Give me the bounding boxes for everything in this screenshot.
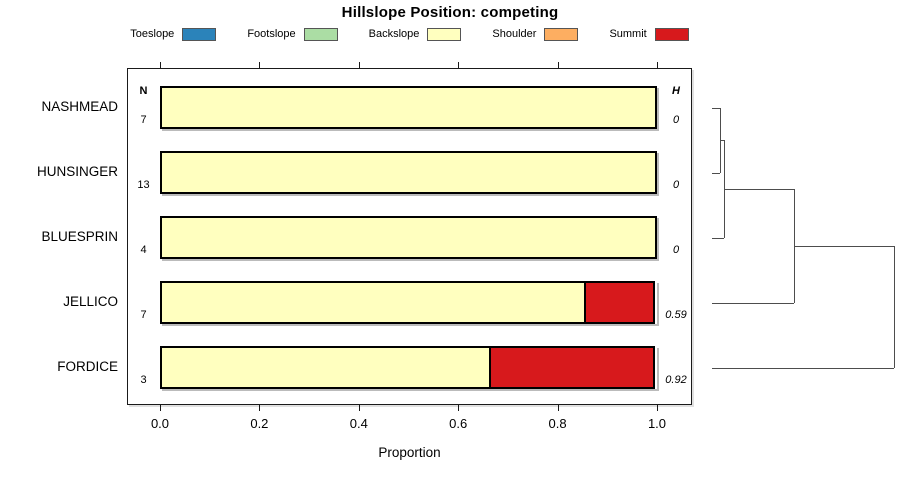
dendrogram-line bbox=[793, 245, 894, 247]
x-tick-top bbox=[557, 62, 559, 68]
x-axis-title: Proportion bbox=[378, 445, 441, 460]
x-tick-label: 0.8 bbox=[548, 416, 567, 431]
dendrogram-line bbox=[712, 302, 794, 304]
x-tick-label: 0.4 bbox=[349, 416, 368, 431]
x-tick-top bbox=[358, 62, 360, 68]
x-tick-label: 0.2 bbox=[250, 416, 269, 431]
dendrogram-line bbox=[723, 140, 725, 238]
x-tick-top bbox=[458, 62, 460, 68]
x-tick-bottom bbox=[657, 405, 658, 411]
row-label-jellico: JELLICO bbox=[63, 294, 118, 309]
legend-item-toeslope: Toeslope bbox=[130, 27, 217, 41]
backslope-swatch-icon bbox=[427, 27, 462, 41]
h-value: 0 bbox=[672, 114, 680, 126]
bar-segment-summit bbox=[583, 281, 655, 324]
shoulder-swatch-icon bbox=[544, 27, 579, 41]
bar-segment-backslope bbox=[160, 281, 586, 324]
dendrogram-line bbox=[712, 237, 724, 239]
bar-segment-backslope bbox=[160, 346, 492, 389]
dendrogram-line bbox=[723, 188, 794, 190]
dendrogram-line bbox=[712, 107, 720, 109]
footslope-swatch-icon bbox=[303, 27, 338, 41]
h-value: 0.92 bbox=[665, 374, 687, 386]
x-tick-top bbox=[657, 62, 658, 68]
bar-segment-summit bbox=[489, 346, 655, 389]
x-tick-top bbox=[259, 62, 261, 68]
legend-item-backslope: Backslope bbox=[368, 27, 462, 41]
bar-fordice bbox=[160, 346, 657, 389]
legend-label-shoulder: Shoulder bbox=[492, 28, 537, 40]
n-value: 7 bbox=[140, 114, 147, 126]
row-label-fordice: FORDICE bbox=[57, 359, 118, 374]
x-tick-bottom bbox=[358, 405, 360, 411]
bar-segment-backslope bbox=[160, 86, 657, 129]
legend-item-summit: Summit bbox=[609, 27, 689, 41]
n-value: 13 bbox=[137, 179, 150, 191]
x-tick-bottom bbox=[458, 405, 460, 411]
dendrogram-line bbox=[712, 172, 720, 174]
n-column-header: N bbox=[139, 85, 148, 97]
summit-swatch-icon bbox=[654, 27, 689, 41]
dendrogram-line bbox=[793, 188, 795, 303]
x-tick-label: 1.0 bbox=[647, 416, 667, 431]
x-tick-label: 0.6 bbox=[449, 416, 468, 431]
row-label-hunsinger: HUNSINGER bbox=[36, 164, 118, 179]
toeslope-swatch-icon bbox=[182, 27, 217, 41]
h-value: 0.59 bbox=[665, 309, 687, 321]
x-tick-label: 0.0 bbox=[150, 416, 170, 431]
n-value: 4 bbox=[140, 244, 147, 256]
legend-label-toeslope: Toeslope bbox=[130, 28, 175, 40]
bar-hunsinger bbox=[160, 151, 657, 194]
x-tick-top bbox=[160, 62, 161, 68]
legend-label-backslope: Backslope bbox=[368, 28, 420, 40]
legend-item-footslope: Footslope bbox=[247, 27, 338, 41]
h-value: 0 bbox=[672, 179, 680, 191]
dendrogram-line bbox=[720, 140, 724, 141]
chart-title: Hillslope Position: competing bbox=[341, 4, 559, 21]
row-label-bluesprin: BLUESPRIN bbox=[41, 229, 118, 244]
h-value: 0 bbox=[672, 244, 680, 256]
dendrogram-line bbox=[712, 367, 894, 369]
legend-label-summit: Summit bbox=[609, 28, 647, 40]
n-value: 3 bbox=[140, 374, 147, 386]
dendrogram-line bbox=[893, 245, 895, 368]
bar-nashmead bbox=[160, 86, 657, 129]
legend-item-shoulder: Shoulder bbox=[492, 27, 579, 41]
bar-jellico bbox=[160, 281, 657, 324]
n-value: 7 bbox=[140, 309, 147, 321]
legend: Toeslope Footslope Backslope Shoulder Su… bbox=[127, 25, 692, 43]
x-tick-bottom bbox=[557, 405, 559, 411]
bar-segment-backslope bbox=[160, 151, 657, 194]
x-tick-bottom bbox=[259, 405, 261, 411]
h-column-header: H bbox=[672, 85, 680, 97]
dendrogram-line bbox=[720, 107, 721, 173]
bar-segment-backslope bbox=[160, 216, 657, 259]
bar-bluesprin bbox=[160, 216, 657, 259]
x-tick-bottom bbox=[160, 405, 161, 411]
row-label-nashmead: NASHMEAD bbox=[41, 99, 118, 114]
legend-label-footslope: Footslope bbox=[247, 28, 296, 40]
